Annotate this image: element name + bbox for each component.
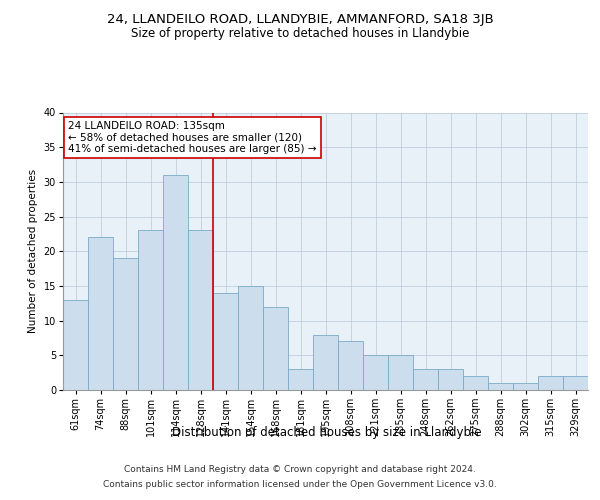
- Bar: [88, 238, 113, 390]
- Bar: [213, 293, 238, 390]
- Bar: [538, 376, 563, 390]
- Text: 24, LLANDEILO ROAD, LLANDYBIE, AMMANFORD, SA18 3JB: 24, LLANDEILO ROAD, LLANDYBIE, AMMANFORD…: [107, 12, 493, 26]
- Y-axis label: Number of detached properties: Number of detached properties: [28, 169, 38, 334]
- Bar: [338, 342, 363, 390]
- Bar: [288, 369, 313, 390]
- Bar: [463, 376, 488, 390]
- Bar: [488, 383, 513, 390]
- Bar: [188, 230, 213, 390]
- Bar: [138, 230, 163, 390]
- Text: Contains public sector information licensed under the Open Government Licence v3: Contains public sector information licen…: [103, 480, 497, 489]
- Bar: [388, 356, 413, 390]
- Text: Size of property relative to detached houses in Llandybie: Size of property relative to detached ho…: [131, 28, 469, 40]
- Bar: [238, 286, 263, 390]
- Bar: [63, 300, 88, 390]
- Text: 24 LLANDEILO ROAD: 135sqm
← 58% of detached houses are smaller (120)
41% of semi: 24 LLANDEILO ROAD: 135sqm ← 58% of detac…: [68, 121, 317, 154]
- Bar: [363, 356, 388, 390]
- Bar: [513, 383, 538, 390]
- Text: Distribution of detached houses by size in Llandybie: Distribution of detached houses by size …: [172, 426, 482, 439]
- Bar: [313, 334, 338, 390]
- Text: Contains HM Land Registry data © Crown copyright and database right 2024.: Contains HM Land Registry data © Crown c…: [124, 465, 476, 474]
- Bar: [263, 306, 288, 390]
- Bar: [563, 376, 588, 390]
- Bar: [438, 369, 463, 390]
- Bar: [163, 175, 188, 390]
- Bar: [113, 258, 138, 390]
- Bar: [413, 369, 438, 390]
